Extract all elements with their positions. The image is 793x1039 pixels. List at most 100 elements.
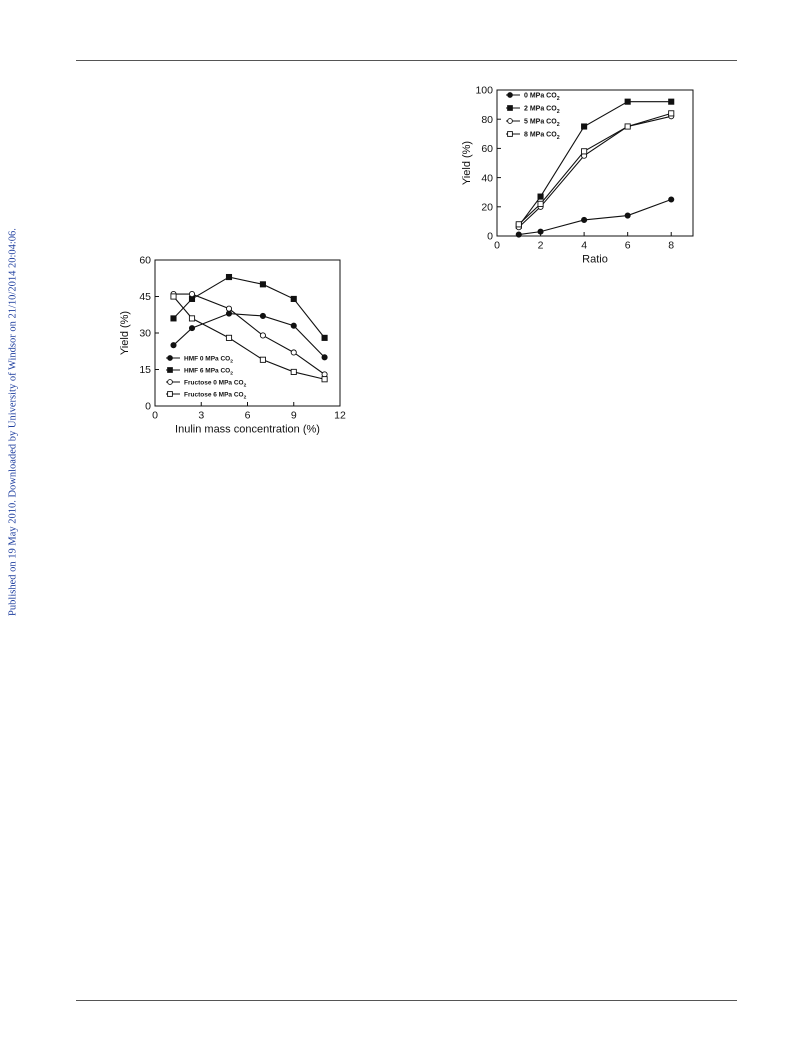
data-point (321, 334, 328, 341)
data-point (188, 315, 196, 322)
series-line (173, 312, 325, 358)
data-point (188, 325, 196, 332)
data-point (170, 315, 177, 322)
y-axis-label: Yield (%) (119, 311, 131, 355)
plot-frame (496, 89, 694, 237)
data-point (290, 368, 297, 375)
series-fructose-0-mpa-co2 (170, 291, 328, 378)
data-point (259, 281, 266, 288)
x-tick-label: 12 (334, 410, 346, 422)
y-axis-label: Yield (%) (461, 141, 473, 185)
download-note-text: Published on 19 May 2010. Downloaded by … (7, 228, 19, 616)
legend-marker (167, 391, 173, 397)
data-point (188, 291, 196, 298)
data-point (581, 148, 588, 155)
data-point (581, 216, 588, 223)
legend-label: HMF 6 MPa CO2 (184, 367, 233, 376)
legend-label: 8 MPa CO2 (524, 131, 560, 140)
series-line (173, 293, 325, 375)
legend-label: 0 MPa CO2 (524, 92, 560, 101)
data-point (624, 98, 631, 105)
series-line (173, 276, 326, 339)
data-point (290, 349, 297, 356)
data-point (668, 98, 675, 105)
y-tick-label: 20 (481, 201, 493, 213)
data-point (668, 110, 675, 117)
series-hmf-0-mpa-co2 (170, 310, 328, 361)
legend-entry-fructose-0-mpa-co2: Fructose 0 MPa CO2 (166, 379, 247, 389)
x-tick-label: 4 (581, 240, 587, 252)
data-point (668, 196, 675, 203)
series-0-mpa-co2 (515, 196, 675, 238)
x-tick-label: 6 (625, 240, 631, 252)
data-point (515, 221, 522, 228)
x-tick-label: 0 (152, 410, 158, 422)
x-tick-label: 9 (291, 410, 297, 422)
y-tick-label: 80 (481, 114, 493, 126)
data-point (290, 322, 297, 329)
download-note: Published on 19 May 2010. Downloaded by … (3, 222, 23, 622)
y-tick-label: 40 (481, 172, 493, 184)
legend-marker (507, 105, 513, 111)
x-axis-label: Inulin mass concentration (%) (175, 424, 320, 436)
data-point (225, 273, 233, 281)
legend-marker (167, 379, 173, 385)
x-tick-label: 8 (668, 240, 674, 252)
header-rule (76, 60, 737, 61)
data-point (537, 200, 544, 207)
legend-entry-2-mpa-co2: 2 MPa CO2 (506, 105, 560, 115)
data-point (290, 295, 297, 302)
legend-marker (507, 92, 513, 98)
x-tick-label: 3 (198, 410, 204, 422)
data-point (225, 334, 233, 341)
inulin-yield-chart: 0 3 6 9 12 0 15 30 45 60 Inulin mass concentration… (119, 255, 346, 436)
legend-marker (507, 131, 513, 137)
data-point (259, 356, 266, 363)
data-point (225, 305, 233, 312)
data-point (321, 376, 328, 383)
y-tick-label: 0 (487, 231, 493, 243)
y-tick-label: 60 (139, 255, 151, 267)
legend-label: HMF 0 MPa CO2 (184, 355, 233, 364)
series-fructose-6-mpa-co2 (170, 293, 328, 383)
data-point (581, 123, 588, 130)
data-point (259, 312, 266, 320)
legend-entry-8-mpa-co2: 8 MPa CO2 (506, 131, 560, 141)
legend-label: 2 MPa CO2 (524, 105, 560, 114)
legend-label: Fructose 0 MPa CO2 (184, 379, 247, 388)
series-hmf-6-mpa-co2 (170, 273, 328, 341)
legend-entry-fructose-6-mpa-co2: Fructose 6 MPa CO2 (166, 391, 247, 401)
y-tick-label: 30 (139, 328, 151, 340)
legend-marker (507, 118, 513, 124)
series-line (173, 296, 325, 380)
data-point (515, 231, 522, 238)
legend-entry-0-mpa-co2: 0 MPa CO2 (506, 92, 560, 102)
data-point (624, 212, 631, 219)
x-axis-label: Ratio (582, 254, 608, 266)
legend-entry-hmf-0-mpa-co2: HMF 0 MPa CO2 (166, 355, 233, 365)
data-point (170, 293, 177, 300)
y-tick-label: 45 (139, 291, 151, 303)
x-tick-label: 0 (494, 240, 500, 252)
legend-marker (167, 367, 173, 373)
legend-entry-5-mpa-co2: 5 MPa CO2 (506, 118, 560, 128)
legend-label: Fructose 6 MPa CO2 (184, 391, 247, 400)
series-8-mpa-co2 (515, 110, 675, 228)
y-tick-label: 15 (139, 364, 151, 376)
legend-marker (167, 355, 173, 361)
data-point (321, 354, 328, 361)
data-point (537, 193, 544, 200)
y-tick-label: 0 (145, 401, 151, 413)
x-tick-label: 2 (538, 240, 544, 252)
x-tick-label: 6 (245, 410, 251, 422)
legend-entry-hmf-6-mpa-co2: HMF 6 MPa CO2 (166, 367, 233, 377)
footer-rule (76, 1000, 737, 1001)
y-tick-label: 100 (475, 85, 493, 97)
legend-label: 5 MPa CO2 (524, 118, 560, 127)
data-point (259, 332, 266, 339)
plot-frame (154, 259, 341, 407)
y-tick-label: 60 (481, 143, 493, 155)
data-point (170, 342, 177, 349)
data-point (624, 123, 631, 130)
